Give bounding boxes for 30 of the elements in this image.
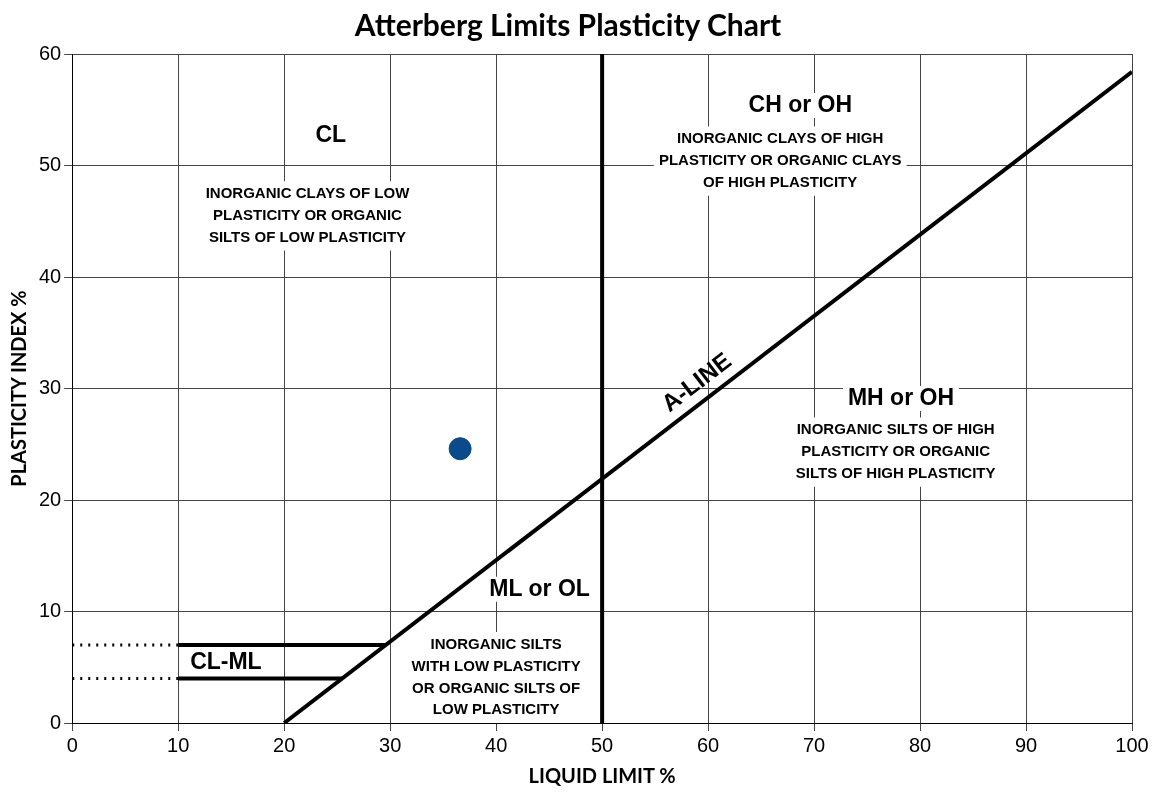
annotation: INORGANIC CLAYS OF HIGH PLASTICITY OR ORGANIC CLAYS OF HIGH PLASTICITY (658, 129, 902, 190)
annotation: CL (315, 120, 347, 147)
y-tick-label: 0 (50, 710, 62, 733)
annotation: ML or OL (489, 574, 590, 601)
annotation: CL-ML (190, 648, 262, 675)
x-tick-label: 0 (66, 733, 78, 756)
y-tick-label: 20 (39, 487, 62, 510)
y-tick-label: 50 (39, 153, 62, 176)
x-tick-label: 70 (802, 733, 826, 756)
y-tick-label: 10 (39, 599, 62, 622)
annotation: CH or OH (748, 90, 853, 117)
chart-title: Atterberg Limits Plasticity Chart (353, 5, 782, 42)
x-tick-label: 50 (591, 733, 614, 756)
y-tick-label: 40 (39, 264, 62, 287)
y-tick-label: 60 (39, 41, 62, 64)
x-tick-label: 10 (167, 733, 190, 756)
annotation: INORGANIC SILTS WITH LOW PLASTICITY OR ORGANIC SILTS OF LOW PLASTICITY (411, 635, 581, 718)
annotation: INORGANIC CLAYS OF LOW PLASTICITY OR ORGANIC SILTS OF LOW PLASTICITY (205, 184, 411, 245)
x-axis-title: LIQUID LIMIT % (528, 763, 676, 788)
x-tick-label: 80 (908, 733, 932, 756)
x-tick-label: 90 (1014, 733, 1038, 756)
annotation: INORGANIC SILTS OF HIGH PLASTICITY OR ORGANIC SILTS OF HIGH PLASTICITY (795, 420, 996, 481)
x-tick-label: 100 (1115, 733, 1149, 756)
y-axis-title: PLASTICITY INDEX % (6, 290, 31, 487)
annotation: MH or OH (847, 383, 954, 410)
x-tick-label: 30 (379, 733, 402, 756)
y-tick-label: 30 (39, 376, 62, 399)
x-tick-label: 60 (696, 733, 720, 756)
x-tick-label: 20 (273, 733, 296, 756)
x-tick-label: 40 (485, 733, 508, 756)
